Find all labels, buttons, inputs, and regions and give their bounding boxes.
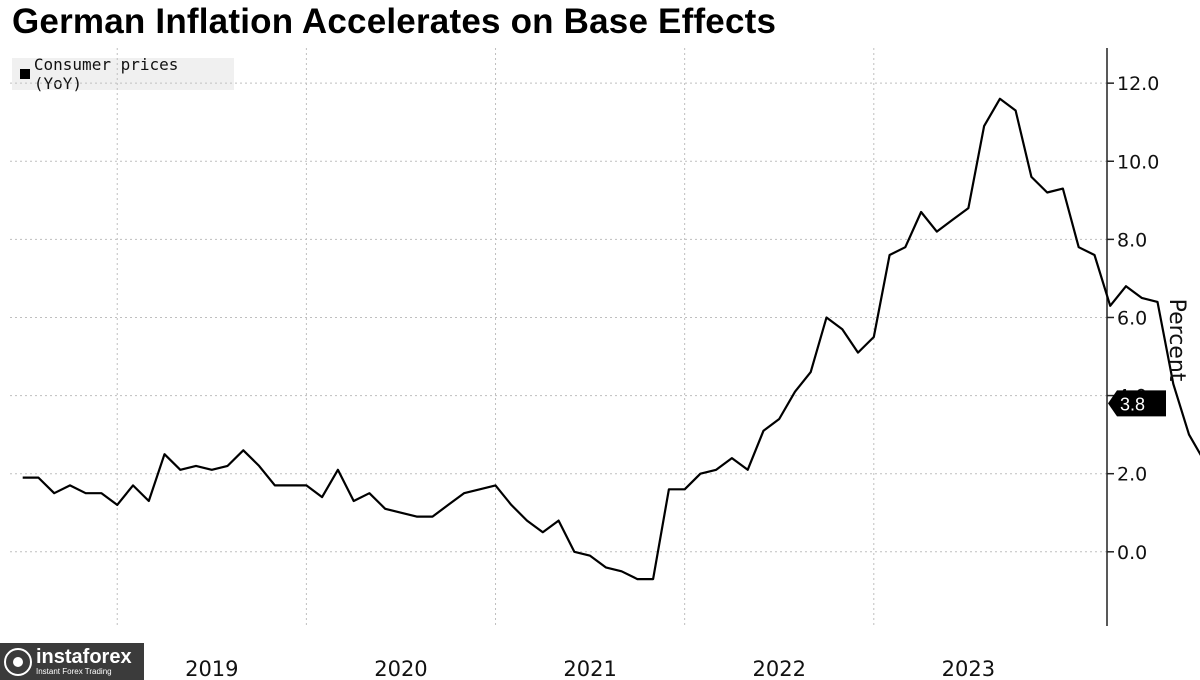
y-tick-label: 2.0 [1117,464,1147,486]
x-tick-label: 2020 [374,657,427,680]
watermark-logo: instaforex Instant Forex Trading [0,643,144,680]
watermark-tagline: Instant Forex Trading [36,667,112,676]
x-tick-label: 2023 [942,657,995,680]
y-tick-label: 12.0 [1117,73,1159,95]
series-line-consumer-prices [22,97,1200,581]
watermark-brand: instaforex [36,646,132,668]
axis-ticks: 0.02.04.06.08.010.012.020182019202020212… [0,73,1159,680]
x-tick-label: 2021 [563,657,616,680]
legend-swatch-icon [20,69,30,79]
legend-label: Consumer prices (YoY) [33,55,179,93]
x-tick-label: 2022 [752,657,805,680]
grid-lines [10,48,1107,626]
x-tick-label: 2019 [185,657,238,680]
last-value-tag-bg [1108,390,1166,417]
last-value-label: 3.8 [1120,394,1145,414]
instaforex-logo-icon [4,647,32,676]
last-value-tag: 3.8 [1108,390,1166,417]
y-tick-label: 0.0 [1117,542,1147,564]
chart-legend: Consumer prices (YoY) [12,55,234,93]
y-tick-label: 6.0 [1117,307,1147,329]
y-axis-title: Percent [1164,299,1189,382]
chart-title: German Inflation Accelerates on Base Eff… [12,2,777,41]
y-tick-label: 10.0 [1117,151,1159,173]
y-tick-label: 8.0 [1117,229,1147,251]
